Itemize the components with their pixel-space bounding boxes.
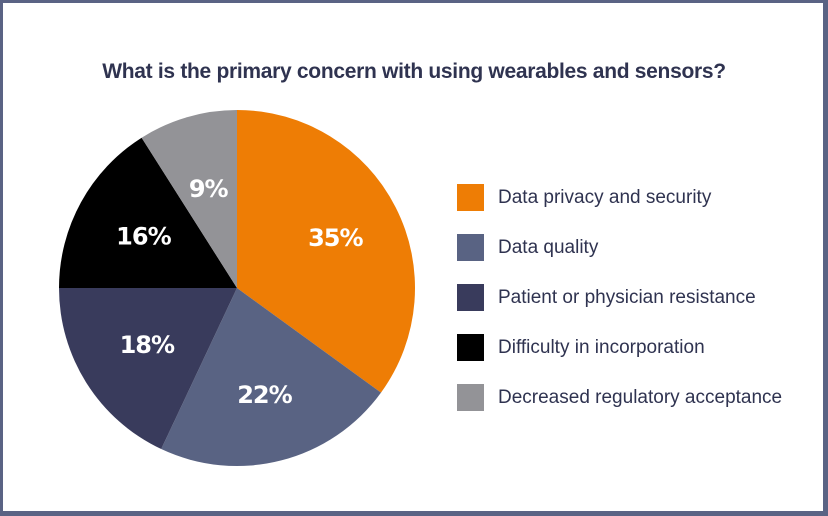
legend-swatch bbox=[457, 284, 484, 311]
pie-slice-labels: 35% 22% 18% 16% 9% bbox=[116, 175, 364, 409]
pie-slice bbox=[141, 110, 237, 288]
pie-slice bbox=[59, 288, 237, 450]
slice-percent-label: 35% bbox=[308, 224, 363, 252]
slice-percent-label: 22% bbox=[237, 381, 292, 409]
legend-item: Data quality bbox=[457, 234, 782, 261]
legend-label: Decreased regulatory acceptance bbox=[498, 386, 783, 408]
slice-percent-label: 9% bbox=[189, 175, 229, 203]
legend-swatch bbox=[457, 334, 484, 361]
legend-label: Difficulty in incorporation bbox=[498, 336, 705, 358]
slice-percent-label: 18% bbox=[120, 331, 175, 359]
legend-swatch bbox=[457, 184, 484, 211]
legend-label: Patient or physician resistance bbox=[498, 286, 756, 308]
pie-slice bbox=[161, 288, 382, 466]
legend-label: Data quality bbox=[498, 236, 599, 258]
legend-item: Difficulty in incorporation bbox=[457, 334, 782, 361]
legend-swatch bbox=[457, 234, 484, 261]
legend-item: Patient or physician resistance bbox=[457, 284, 782, 311]
legend-item: Decreased regulatory acceptance bbox=[457, 384, 782, 411]
legend: Data privacy and security Data quality P… bbox=[457, 184, 782, 434]
chart-title: What is the primary concern with using w… bbox=[102, 60, 726, 83]
legend-item: Data privacy and security bbox=[457, 184, 782, 211]
slice-percent-label: 16% bbox=[116, 223, 171, 251]
pie-slices bbox=[59, 110, 415, 466]
legend-label: Data privacy and security bbox=[498, 186, 712, 208]
pie-slice bbox=[237, 110, 415, 393]
legend-swatch bbox=[457, 384, 484, 411]
pie-slice bbox=[59, 137, 237, 288]
